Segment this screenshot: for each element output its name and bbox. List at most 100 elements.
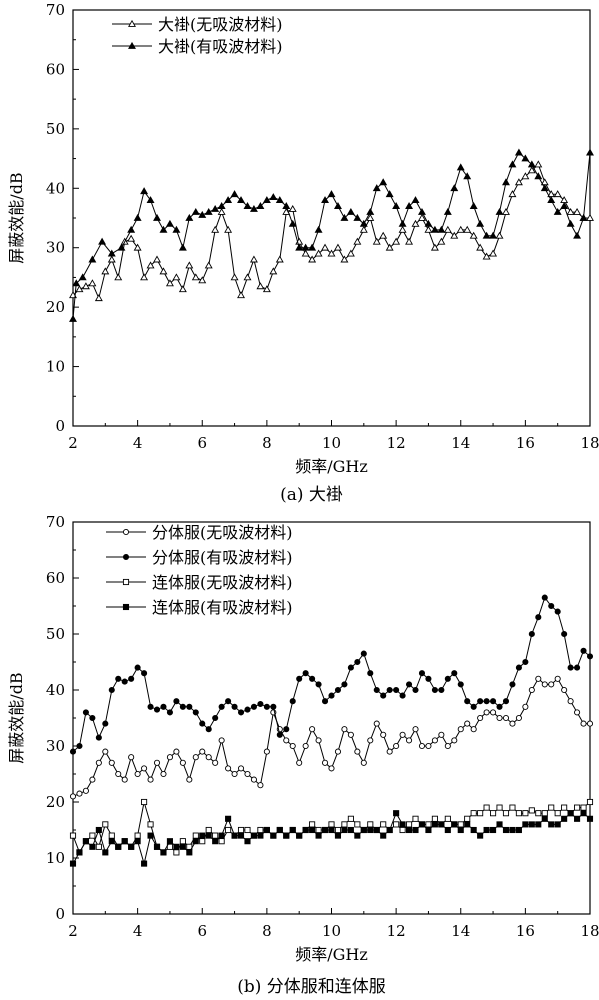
data-point-b-1 <box>470 703 477 710</box>
legend-marker-a-0 <box>128 19 136 27</box>
data-point-b-1 <box>95 734 102 741</box>
data-point-b-0 <box>289 742 296 750</box>
data-point-a-0 <box>114 273 123 281</box>
data-point-b-2 <box>496 804 503 811</box>
data-point-a-0 <box>392 237 401 245</box>
data-point-a-1 <box>476 219 485 227</box>
plot-frame-a <box>72 9 591 427</box>
data-point-b-3 <box>522 821 529 828</box>
data-point-b-3 <box>166 838 173 845</box>
data-point-a-1 <box>165 219 174 227</box>
legend-entry-a-1 <box>112 41 152 49</box>
data-point-b-1 <box>457 681 464 688</box>
data-point-b-1 <box>309 675 316 682</box>
data-point-a-0 <box>573 207 582 215</box>
data-point-b-3 <box>567 810 574 817</box>
data-point-a-1 <box>146 196 155 204</box>
data-point-b-1 <box>270 703 277 710</box>
data-point-a-0 <box>508 190 517 198</box>
data-point-b-1 <box>76 742 83 750</box>
data-point-b-2 <box>541 810 548 817</box>
x-tick-label-a: 18 <box>580 434 599 452</box>
data-point-b-2 <box>412 815 419 822</box>
data-point-b-0 <box>354 748 361 755</box>
data-point-a-0 <box>75 285 84 293</box>
data-point-a-0 <box>398 225 407 233</box>
data-point-b-2 <box>147 821 154 828</box>
data-point-b-3 <box>250 832 258 839</box>
legend-label-b-2: 连体服(无吸波材料) <box>152 573 293 592</box>
data-point-a-1 <box>579 213 588 221</box>
data-point-b-2 <box>95 843 102 850</box>
data-point-a-1 <box>417 207 426 215</box>
data-point-a-1 <box>217 202 226 209</box>
data-point-b-0 <box>315 737 322 744</box>
data-point-b-3 <box>186 849 193 856</box>
data-point-a-0 <box>237 291 246 299</box>
data-point-b-0 <box>69 793 77 800</box>
legend-entry-b-1 <box>106 553 146 561</box>
data-point-b-2 <box>309 821 316 828</box>
data-point-a-0 <box>495 231 504 239</box>
data-point-b-0 <box>554 675 561 682</box>
x-tick-label-a: 16 <box>516 434 535 452</box>
data-point-a-1 <box>359 219 368 227</box>
data-point-b-3 <box>160 849 167 856</box>
data-point-a-1 <box>69 314 77 322</box>
data-point-b-1 <box>153 706 161 713</box>
data-point-a-0 <box>321 243 330 251</box>
data-point-a-0 <box>430 243 439 251</box>
data-point-b-1 <box>263 703 270 710</box>
data-point-a-0 <box>308 255 317 263</box>
data-point-b-2 <box>470 810 477 817</box>
data-point-b-0 <box>102 748 109 755</box>
data-point-b-3 <box>69 860 77 867</box>
data-point-b-2 <box>502 810 510 817</box>
data-point-a-0 <box>269 267 278 275</box>
data-point-b-1 <box>321 698 329 705</box>
y-tick-label-a: 0 <box>55 417 65 435</box>
x-tick-label-a: 8 <box>262 434 272 452</box>
data-point-a-1 <box>372 184 381 192</box>
data-point-b-3 <box>309 826 316 834</box>
data-point-a-1 <box>482 231 491 239</box>
data-point-b-1 <box>360 650 367 657</box>
data-point-b-3 <box>289 826 296 834</box>
data-point-a-1 <box>456 163 465 171</box>
data-point-b-0 <box>373 720 380 727</box>
data-point-b-1 <box>276 731 283 738</box>
data-point-a-0 <box>107 255 116 263</box>
data-point-b-0 <box>431 737 438 744</box>
data-point-b-3 <box>334 832 342 839</box>
data-point-b-3 <box>386 826 393 834</box>
data-point-b-0 <box>296 759 303 766</box>
data-point-b-2 <box>315 826 322 834</box>
legend-label-b-1: 分体服(有吸波材料) <box>152 548 293 567</box>
data-point-b-0 <box>128 754 135 761</box>
data-point-a-0 <box>191 273 200 281</box>
x-axis-label-b: 频率/GHz <box>295 945 368 964</box>
data-point-b-1 <box>296 675 303 682</box>
data-point-b-1 <box>586 653 594 660</box>
data-point-b-3 <box>141 860 148 867</box>
data-point-b-3 <box>283 832 290 839</box>
data-point-b-2 <box>522 810 529 817</box>
data-point-a-0 <box>127 234 136 242</box>
data-point-a-0 <box>385 243 394 251</box>
data-point-b-1 <box>102 720 109 727</box>
y-tick-label-b: 20 <box>46 793 65 811</box>
x-tick-label-a: 6 <box>197 434 207 452</box>
data-point-a-1 <box>230 190 239 198</box>
data-point-b-3 <box>580 810 587 817</box>
data-point-b-3 <box>179 843 186 850</box>
data-point-b-2 <box>380 821 387 828</box>
x-tick-label-b: 12 <box>387 922 406 940</box>
x-tick-label-a: 14 <box>451 434 470 452</box>
data-point-b-1 <box>250 703 257 710</box>
data-point-b-0 <box>574 709 581 716</box>
data-point-a-1 <box>198 210 207 218</box>
data-point-b-3 <box>548 821 555 828</box>
data-point-b-3 <box>263 826 270 834</box>
data-point-b-3 <box>347 826 354 834</box>
data-point-b-1 <box>502 698 510 705</box>
